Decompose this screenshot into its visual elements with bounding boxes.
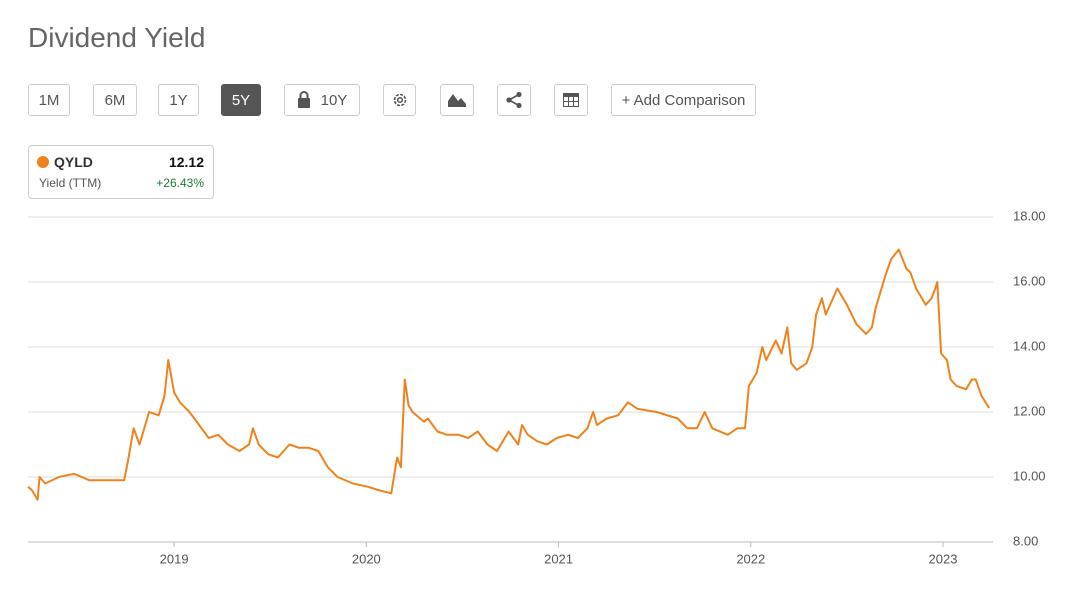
y-tick-label: 18.00: [1013, 208, 1046, 223]
table-button[interactable]: [554, 84, 588, 116]
lock-icon: [297, 91, 310, 108]
area-icon: [448, 94, 466, 107]
range-button[interactable]: 6M: [93, 84, 137, 116]
x-tick-label: 2022: [736, 551, 765, 566]
y-tick-label: 16.00: [1013, 273, 1046, 288]
share-button[interactable]: [497, 84, 531, 116]
legend-name: QYLD: [54, 154, 93, 170]
settings-button[interactable]: [383, 84, 416, 116]
add-comparison-button[interactable]: + Add Comparison: [611, 84, 756, 116]
page-title: Dividend Yield: [28, 22, 206, 53]
legend-value: 12.12: [168, 154, 204, 170]
series-line: [27, 248, 991, 501]
x-tick-label: 2023: [929, 551, 958, 566]
gear-icon: [393, 93, 406, 107]
range-button[interactable]: 1Y: [158, 84, 199, 116]
range-button-locked[interactable]: 10Y: [284, 84, 360, 116]
chart-type-button[interactable]: [440, 84, 474, 116]
y-tick-label: 12.00: [1013, 403, 1046, 418]
legend-change: +26.43%: [156, 176, 204, 190]
share-icon: [506, 91, 522, 109]
y-tick-label: 10.00: [1013, 468, 1046, 483]
legend-metric: Yield (TTM): [39, 176, 102, 190]
table-icon: [563, 93, 579, 107]
legend-card: QYLD 12.12 Yield (TTM) +26.43%: [28, 145, 214, 199]
range-button[interactable]: 5Y: [221, 84, 261, 116]
y-tick-label: 14.00: [1013, 338, 1046, 353]
range-label: 10Y: [320, 91, 348, 109]
range-button[interactable]: 1M: [28, 84, 70, 116]
x-tick-label: 2021: [544, 551, 573, 566]
x-tick-label: 2019: [160, 551, 189, 566]
legend-swatch: [37, 156, 49, 168]
y-tick-label: 8.00: [1013, 533, 1038, 548]
x-tick-label: 2020: [352, 551, 381, 566]
